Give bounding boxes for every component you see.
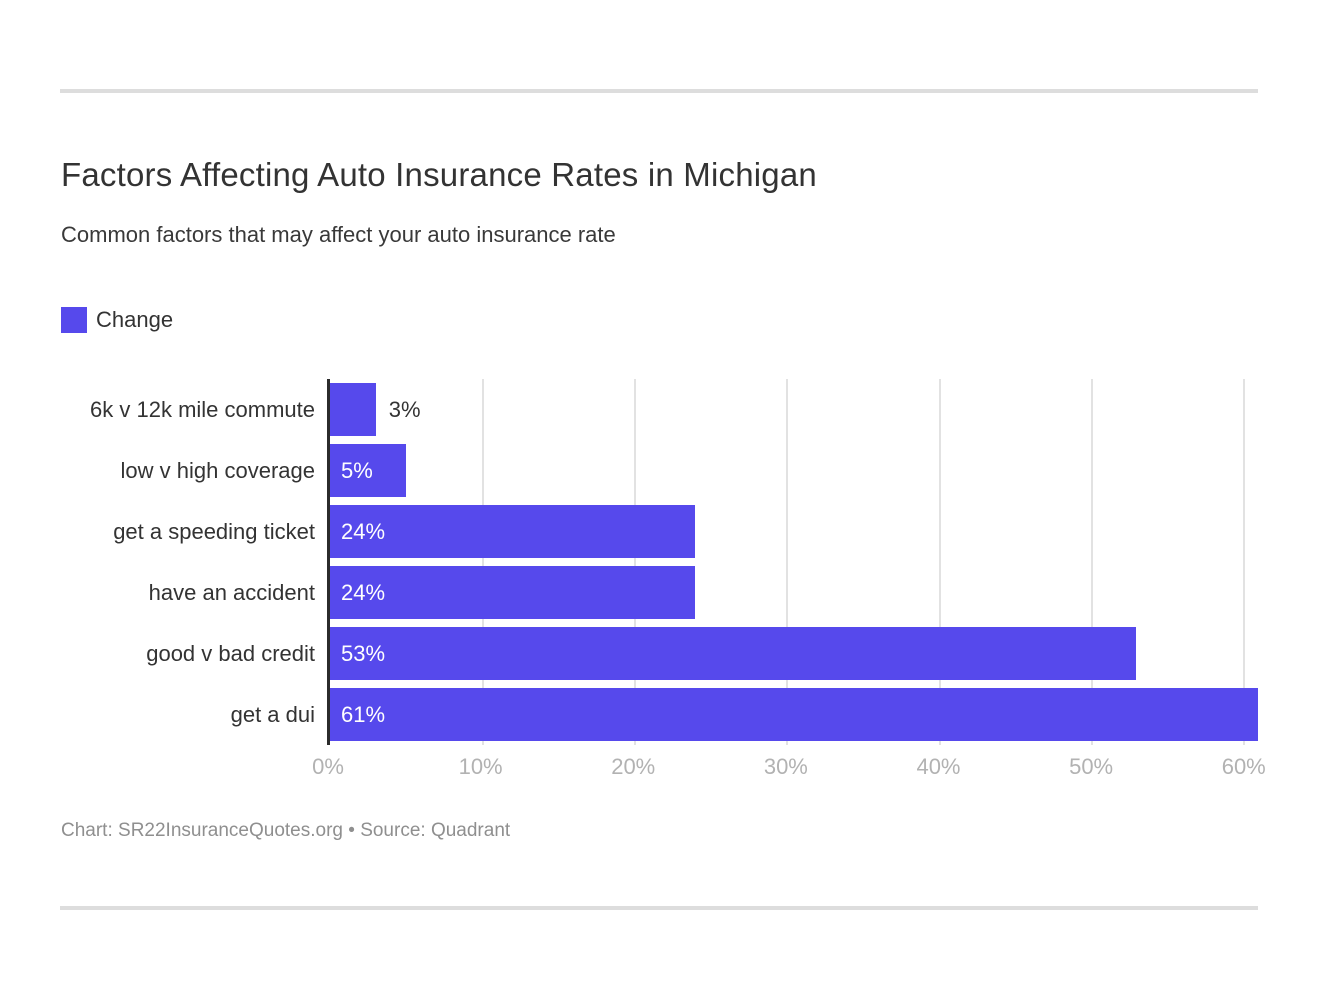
- bar-value-label: 53%: [341, 641, 386, 666]
- category-label: get a speeding ticket: [113, 519, 315, 544]
- gridline: [634, 379, 637, 745]
- gridline: [1090, 379, 1093, 745]
- gridline: [786, 379, 789, 745]
- category-label: good v bad credit: [146, 641, 315, 666]
- x-tick-label: 60%: [1221, 754, 1266, 779]
- bottom-divider: [60, 906, 1258, 910]
- gridline: [1242, 379, 1245, 745]
- gridline: [482, 379, 485, 745]
- bar-row: 3%: [330, 383, 1258, 436]
- category-label: get a dui: [230, 702, 315, 727]
- category-axis: 6k v 12k mile commute low v high coverage…: [0, 379, 315, 745]
- bar: [330, 505, 696, 558]
- bar: [330, 566, 696, 619]
- x-tick-label: 0%: [312, 754, 344, 779]
- bar-row: 24%: [330, 566, 1258, 619]
- bar: [330, 688, 1258, 741]
- bar-row: 61%: [330, 688, 1258, 741]
- x-tick-label: 40%: [916, 754, 961, 779]
- plot-area: 3% 5% 24% 24% 53% 61%: [327, 379, 1258, 745]
- legend-swatch: [61, 307, 87, 333]
- x-tick-label: 50%: [1069, 754, 1114, 779]
- x-axis: 0% 10% 20% 30% 40% 50% 60%: [312, 754, 1266, 782]
- bar-row: 24%: [330, 505, 1258, 558]
- legend: Change: [61, 307, 173, 333]
- bar: [330, 444, 407, 497]
- bar-value-label: 5%: [341, 458, 373, 483]
- bar-value-label: 61%: [341, 702, 386, 727]
- chart-title: Factors Affecting Auto Insurance Rates i…: [61, 156, 817, 193]
- top-divider: [60, 89, 1258, 93]
- x-tick-label: 20%: [611, 754, 656, 779]
- bar-row: 53%: [330, 627, 1258, 680]
- chart-subtitle: Common factors that may affect your auto…: [61, 222, 616, 247]
- x-tick-label: 10%: [458, 754, 503, 779]
- x-tick-label: 30%: [763, 754, 808, 779]
- gridline: [938, 379, 941, 745]
- category-label: have an accident: [148, 580, 315, 605]
- bar-value-label: 24%: [341, 580, 386, 605]
- category-label: 6k v 12k mile commute: [90, 397, 315, 422]
- bar: [330, 383, 376, 436]
- bar-row: 5%: [330, 444, 1258, 497]
- category-label: low v high coverage: [120, 458, 315, 483]
- attribution-footer: Chart: SR22InsuranceQuotes.org • Source:…: [61, 820, 511, 841]
- legend-label: Change: [96, 307, 174, 332]
- bar-value-label: 24%: [341, 519, 386, 544]
- bar-value-label: 3%: [388, 397, 421, 422]
- bar: [330, 627, 1137, 680]
